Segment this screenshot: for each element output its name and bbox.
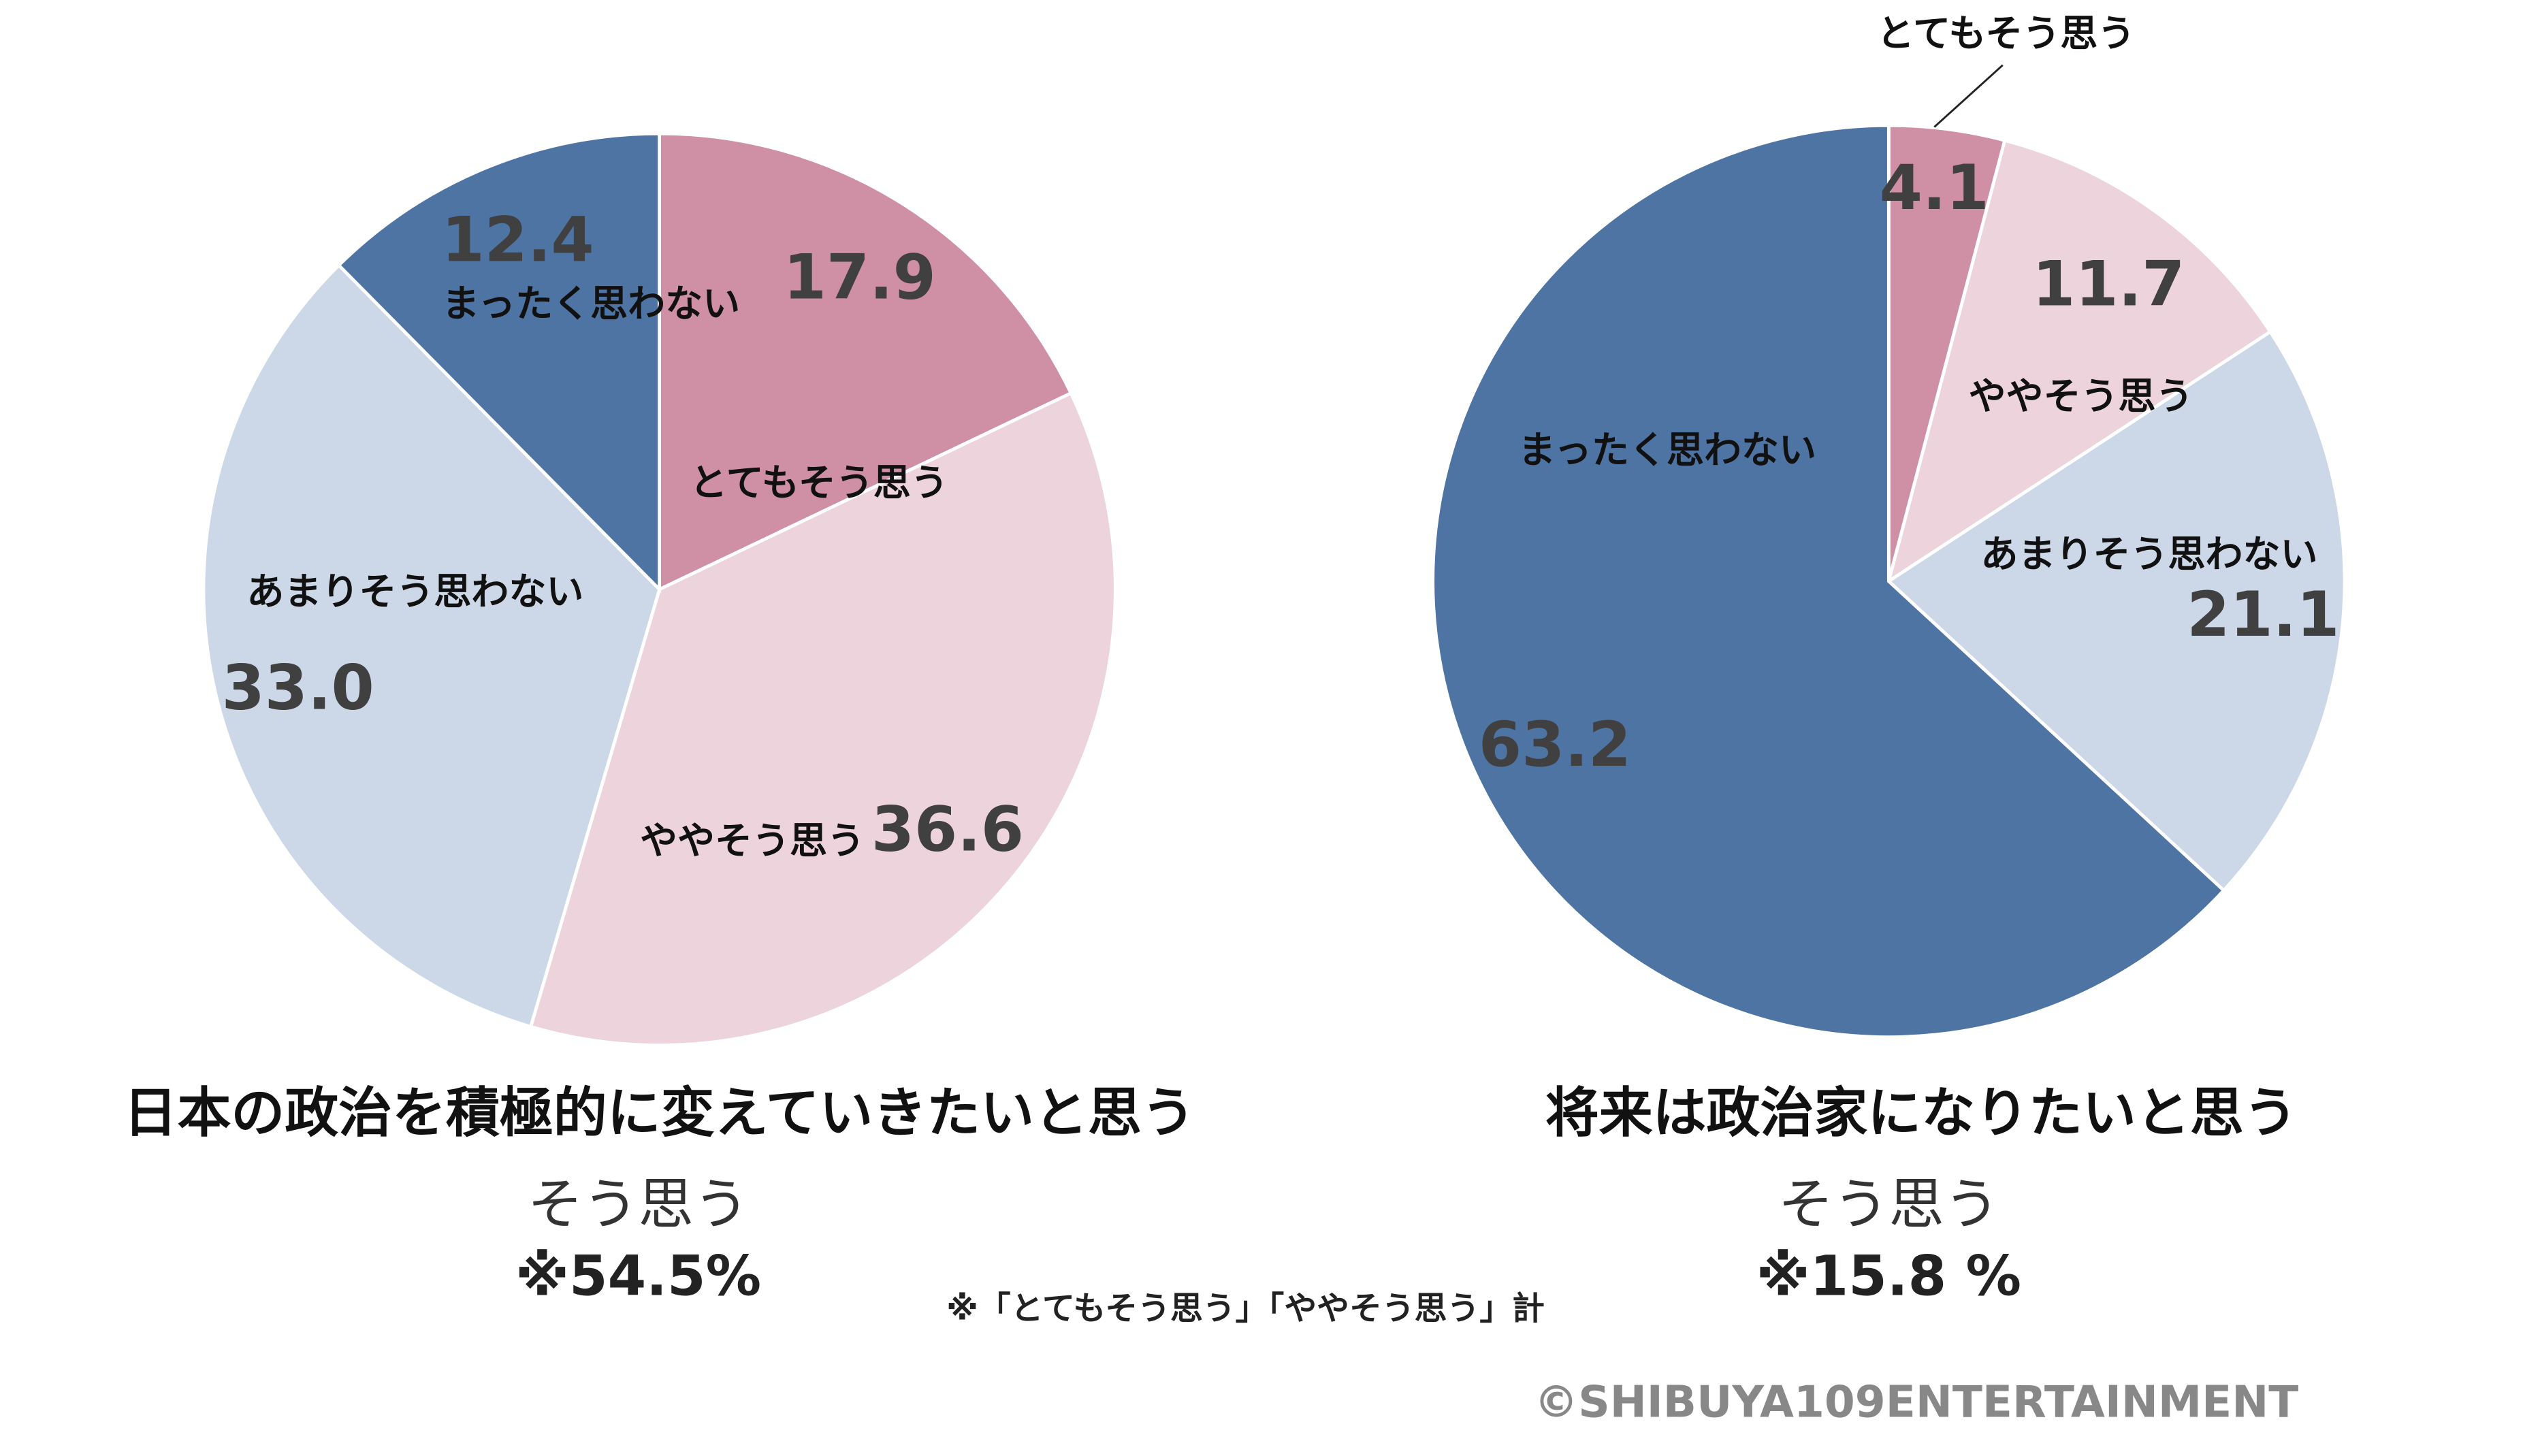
value-label: 21.1 xyxy=(2187,579,2339,651)
category-label: ややそう思う xyxy=(1969,374,2193,418)
footnote: ※「とてもそう思う」「ややそう思う」計 xyxy=(946,1290,1545,1327)
copyright: ©SHIBUYA109ENTERTAINMENT xyxy=(1534,1377,2299,1428)
value-label: 4.1 xyxy=(1880,152,1989,224)
summary-label: そう思う xyxy=(1778,1173,1999,1237)
value-label: 33.0 xyxy=(222,652,374,724)
pie-slice xyxy=(336,131,662,594)
pie-slice xyxy=(1431,123,2226,1039)
value-label: 63.2 xyxy=(1479,709,1631,781)
value-label: 36.6 xyxy=(871,794,1024,865)
value-label: 11.7 xyxy=(2032,248,2185,320)
category-label: とてもそう思う xyxy=(690,461,948,504)
chart-title: 日本の政治を積極的に変えていきたいと思う xyxy=(124,1082,1195,1144)
pie-slice xyxy=(1886,138,2273,585)
leader-line xyxy=(1933,64,2004,128)
pie-slice xyxy=(528,391,1117,1047)
category-label: ややそう思う xyxy=(640,819,865,862)
summary-value: ※15.8 % xyxy=(1756,1244,2021,1308)
summary-label: そう思う xyxy=(528,1173,749,1237)
pie-slice xyxy=(202,263,662,1029)
value-label: 12.4 xyxy=(441,205,594,276)
category-label: あまりそう思わない xyxy=(1980,532,2317,576)
value-label: 17.9 xyxy=(784,242,936,314)
category-label: まったく思わない xyxy=(442,282,740,325)
chart-title: 将来は政治家になりたいと思う xyxy=(1545,1082,2298,1144)
category-label: あまりそう思わない xyxy=(246,570,583,613)
category-label: とてもそう思う xyxy=(1877,12,2136,55)
summary-value: ※54.5% xyxy=(515,1244,761,1308)
pie-slice xyxy=(658,131,1074,592)
pie-slice xyxy=(1886,329,2347,893)
category-label: まったく思わない xyxy=(1518,428,1816,472)
